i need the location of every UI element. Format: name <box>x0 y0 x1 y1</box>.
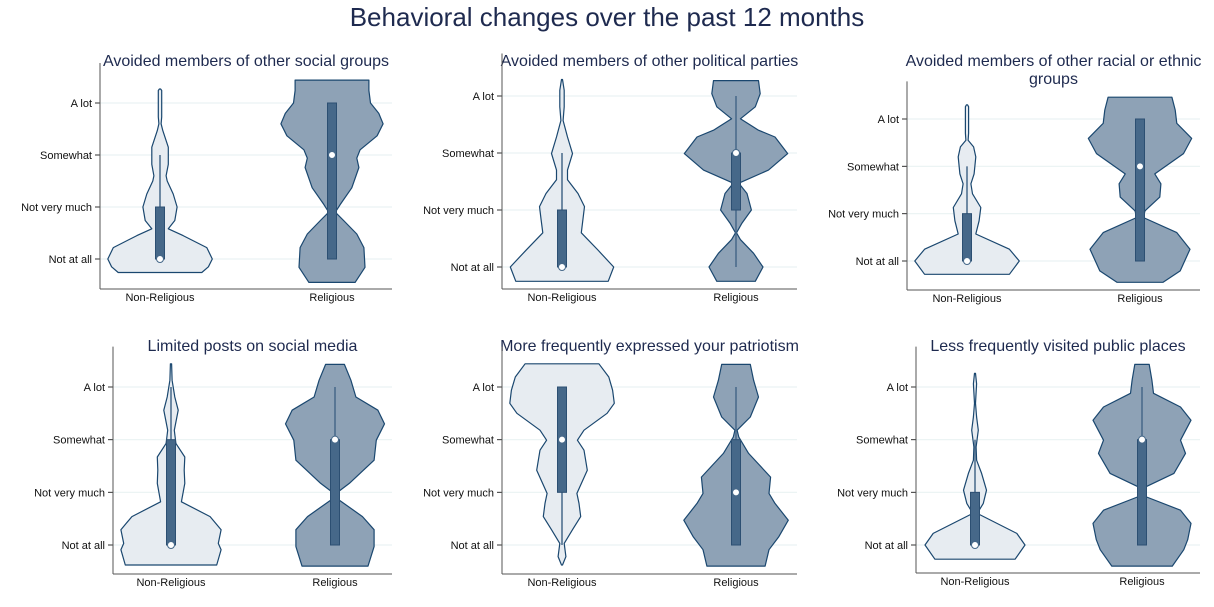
iqr-box <box>970 491 980 546</box>
y-tick-label: A lot <box>887 382 908 394</box>
y-tick-label: A lot <box>84 382 105 394</box>
y-tick-label: Somewhat <box>442 148 494 160</box>
y-tick-label: Not at all <box>451 540 494 552</box>
panel-6: Less frequently visited public places Not… <box>837 338 1200 588</box>
panel-title: Limited posts on social media <box>148 338 358 355</box>
y-tick-label: Not very much <box>423 487 494 499</box>
median-marker <box>558 263 566 271</box>
x-tick-label: Non-Religious <box>136 577 206 589</box>
panel-title: Avoided members of other political parti… <box>501 53 799 70</box>
y-tick-label: A lot <box>473 382 494 394</box>
x-tick-label: Non-Religious <box>940 576 1010 588</box>
median-marker <box>732 149 740 157</box>
median-marker <box>558 435 566 444</box>
y-tick-label: Somewhat <box>53 435 105 447</box>
y-tick-label: Somewhat <box>856 435 908 447</box>
iqr-box <box>166 439 176 546</box>
y-tick-label: Not very much <box>828 209 899 221</box>
iqr-box <box>155 206 165 260</box>
x-tick-label: Non-Religious <box>125 292 195 304</box>
y-tick-label: Somewhat <box>847 161 899 173</box>
y-tick-label: Not very much <box>423 205 494 217</box>
x-tick-label: Religious <box>713 292 759 304</box>
x-tick-label: Non-Religious <box>527 292 597 304</box>
y-tick-label: Not at all <box>62 540 105 552</box>
panel-3: Avoided members of other racial or ethni… <box>828 53 1201 305</box>
panel-title: Less frequently visited public places <box>930 338 1185 355</box>
y-tick-label: Not very much <box>837 487 908 499</box>
y-tick-label: A lot <box>473 91 494 103</box>
median-marker <box>1138 435 1146 444</box>
iqr-box <box>962 213 972 262</box>
y-tick-label: Not very much <box>34 487 105 499</box>
panel-2: Avoided members of other political parti… <box>423 53 798 304</box>
panel-title: groups <box>1029 71 1078 88</box>
x-tick-label: Religious <box>1117 293 1163 305</box>
iqr-box <box>327 102 337 260</box>
iqr-box <box>330 439 340 546</box>
panel-title: Avoided members of other racial or ethni… <box>906 53 1202 70</box>
median-marker <box>156 255 164 263</box>
chart-title: Behavioral changes over the past 12 mont… <box>350 2 865 32</box>
median-marker <box>732 488 740 497</box>
x-tick-label: Religious <box>312 577 358 589</box>
y-tick-label: A lot <box>71 98 92 110</box>
median-marker <box>1136 162 1144 171</box>
x-tick-label: Religious <box>1119 576 1165 588</box>
median-marker <box>167 541 175 549</box>
y-tick-label: Not at all <box>49 254 92 266</box>
median-marker <box>331 435 339 444</box>
panel-title: Avoided members of other social groups <box>103 53 389 70</box>
median-marker <box>971 541 979 549</box>
y-tick-label: Not at all <box>451 262 494 274</box>
y-tick-label: Not at all <box>856 256 899 268</box>
y-tick-label: A lot <box>878 114 899 126</box>
y-tick-label: Somewhat <box>40 150 92 162</box>
y-tick-label: Somewhat <box>442 435 494 447</box>
y-tick-label: Not very much <box>21 202 92 214</box>
x-tick-label: Religious <box>713 577 759 589</box>
iqr-box <box>731 152 741 211</box>
median-marker <box>963 257 971 265</box>
panel-1: Avoided members of other social groups No… <box>21 53 392 304</box>
median-marker <box>328 151 336 159</box>
iqr-box <box>1137 439 1147 546</box>
iqr-box <box>1135 118 1145 262</box>
panel-4: Limited posts on social media Not at all N… <box>34 338 392 589</box>
panel-title: More frequently expressed your patriotis… <box>500 338 799 355</box>
y-tick-label: Not at all <box>865 540 908 552</box>
panel-5: More frequently expressed your patriotis… <box>423 338 799 589</box>
x-tick-label: Non-Religious <box>932 293 1002 305</box>
iqr-box <box>557 209 567 268</box>
x-tick-label: Religious <box>309 292 355 304</box>
x-tick-label: Non-Religious <box>527 577 597 589</box>
